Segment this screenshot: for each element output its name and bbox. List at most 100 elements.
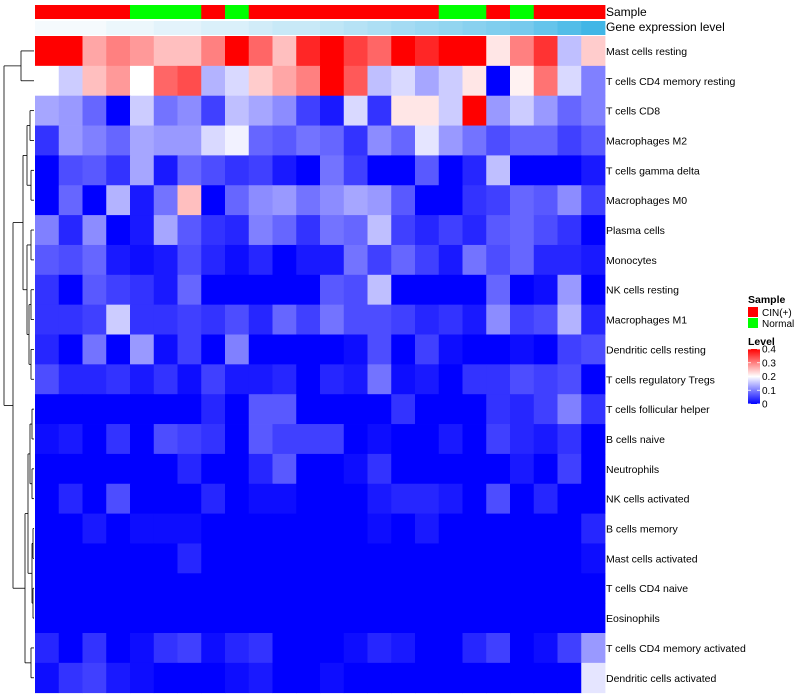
- heatmap-cell: [581, 603, 606, 634]
- heatmap-cell: [557, 334, 582, 365]
- heatmap-cell: [248, 603, 273, 634]
- heatmap-cell: [510, 36, 535, 67]
- heatmap-cell: [320, 573, 345, 604]
- heatmap-cell: [438, 453, 463, 485]
- heatmap-cell: [225, 543, 250, 574]
- heatmap-cell: [320, 185, 345, 216]
- heatmap-cell: [248, 513, 273, 544]
- heatmap-cell: [438, 304, 463, 335]
- heatmap-cell: [58, 513, 83, 544]
- heatmap-cell: [201, 394, 226, 425]
- heatmap-cell: [391, 244, 416, 276]
- heatmap-cell: [391, 424, 416, 455]
- heatmap-cell: [391, 543, 416, 574]
- heatmap-cell: [486, 185, 511, 216]
- heatmap-cell: [106, 334, 131, 365]
- heatmap-cell: [58, 215, 83, 246]
- heatmap-cell: [510, 185, 535, 216]
- row-label: Macrophages M2: [606, 136, 687, 148]
- heatmap-cell: [248, 185, 273, 216]
- heatmap-cell: [320, 65, 345, 97]
- heatmap-cell: [58, 155, 83, 186]
- row-label: T cells gamma delta: [606, 165, 700, 177]
- heatmap-cell: [177, 424, 202, 455]
- row-dendrogram: [3, 50, 34, 679]
- heatmap-cell: [153, 633, 178, 664]
- heatmap-cell: [201, 155, 226, 186]
- heatmap-cell: [367, 662, 392, 694]
- row-label: T cells follicular helper: [606, 404, 710, 416]
- heatmap-cell: [248, 453, 273, 485]
- sample-annotation-cell: [272, 5, 297, 19]
- expression-level-annotation-cell: [248, 21, 273, 35]
- heatmap-cell: [581, 95, 606, 126]
- heatmap-cell: [106, 364, 131, 395]
- heatmap-cell: [462, 543, 487, 574]
- heatmap-cell: [533, 304, 558, 335]
- heatmap-cell: [82, 95, 107, 126]
- heatmap-cell: [581, 483, 606, 514]
- heatmap-cell: [248, 334, 273, 365]
- heatmap-cell: [320, 364, 345, 395]
- sample-annotation-cell: [201, 5, 226, 19]
- heatmap-cell: [177, 573, 202, 604]
- heatmap-cell: [35, 215, 60, 246]
- heatmap-cell: [58, 453, 83, 485]
- expression-level-annotation-cell: [106, 21, 131, 35]
- heatmap-cell: [177, 662, 202, 694]
- heatmap-cell: [533, 543, 558, 574]
- heatmap-cell: [35, 244, 60, 276]
- heatmap-cell: [320, 95, 345, 126]
- heatmap-cell: [533, 334, 558, 365]
- heatmap-cell: [153, 513, 178, 544]
- heatmap-cell: [248, 424, 273, 455]
- heatmap-cell: [320, 125, 345, 156]
- heatmap-cell: [343, 633, 368, 664]
- heatmap-cell: [177, 95, 202, 126]
- heatmap-cell: [35, 125, 60, 156]
- heatmap-cell: [153, 573, 178, 604]
- heatmap-cell: [557, 573, 582, 604]
- heatmap-cell: [367, 364, 392, 395]
- heatmap-cell: [201, 274, 226, 306]
- heatmap-cell: [296, 424, 321, 455]
- sample-annotation-cell: [130, 5, 155, 19]
- heatmap-cell: [106, 274, 131, 306]
- heatmap-cell: [391, 453, 416, 485]
- row-label: Mast cells resting: [606, 46, 687, 58]
- heatmap-cell: [153, 95, 178, 126]
- heatmap-cell: [225, 573, 250, 604]
- heatmap-cell: [343, 36, 368, 67]
- heatmap-cell: [225, 65, 250, 97]
- heatmap-cell: [415, 603, 440, 634]
- heatmap-cell: [462, 424, 487, 455]
- row-label: T cells CD4 memory resting: [606, 76, 735, 88]
- heatmap-cell: [272, 334, 297, 365]
- heatmap-cell: [272, 483, 297, 514]
- heatmap-cell: [415, 36, 440, 67]
- heatmap-cell: [415, 394, 440, 425]
- heatmap-cell: [391, 394, 416, 425]
- heatmap-cell: [272, 65, 297, 97]
- heatmap-cell: [557, 274, 582, 306]
- expression-level-annotation-cell: [58, 21, 83, 35]
- heatmap-cell: [272, 125, 297, 156]
- row-label: Eosinophils: [606, 613, 660, 625]
- heatmap-cell: [533, 95, 558, 126]
- sample-annotation-cell: [296, 5, 321, 19]
- heatmap-cell: [35, 274, 60, 306]
- heatmap-cell: [248, 36, 273, 67]
- heatmap-cell: [225, 274, 250, 306]
- heatmap-cell: [153, 185, 178, 216]
- heatmap-cell: [462, 36, 487, 67]
- heatmap-cell: [106, 662, 131, 694]
- heatmap-cell: [415, 125, 440, 156]
- heatmap-cell: [391, 483, 416, 514]
- heatmap-cell: [82, 304, 107, 335]
- heatmap-cell: [177, 603, 202, 634]
- heatmap-cell: [272, 633, 297, 664]
- heatmap-cell: [343, 364, 368, 395]
- heatmap-cell: [320, 543, 345, 574]
- heatmap-cell: [367, 334, 392, 365]
- heatmap-cell: [462, 662, 487, 694]
